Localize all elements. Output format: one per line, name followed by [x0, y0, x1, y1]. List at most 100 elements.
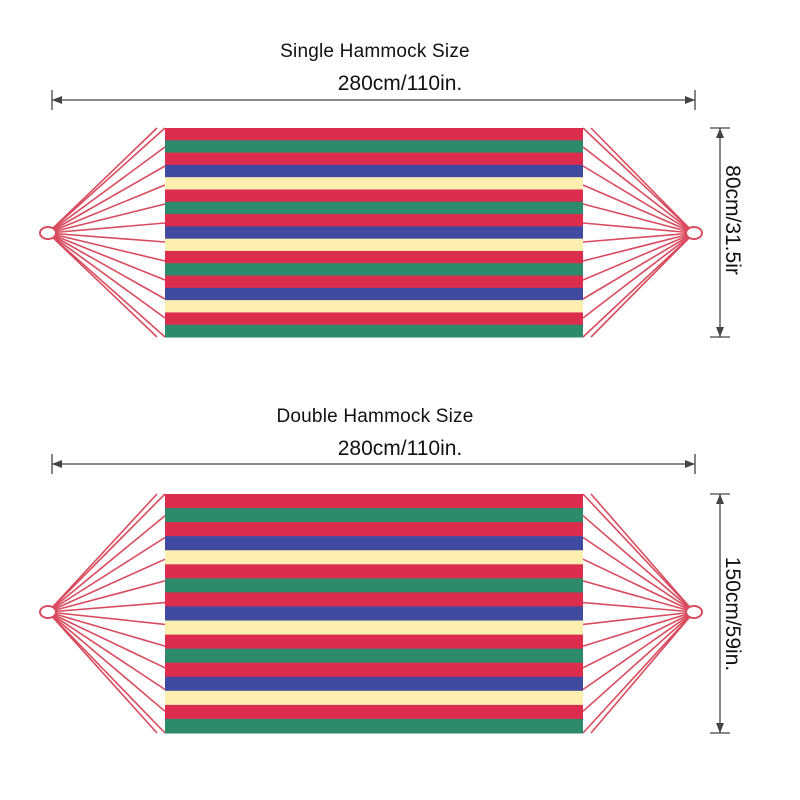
- fabric-stripe-red: [165, 189, 583, 203]
- rope-right: [590, 232, 695, 338]
- fabric-stripe-red: [165, 522, 583, 537]
- rope-right: [582, 203, 695, 234]
- rope-right: [582, 611, 695, 647]
- rope-right: [582, 611, 695, 734]
- single-right-ropes: [582, 127, 695, 338]
- rope-left: [47, 165, 166, 234]
- rope-right: [582, 127, 695, 234]
- rope-left: [47, 232, 166, 243]
- fabric-stripe-red: [165, 152, 583, 166]
- single-hammock-diagram: Single Hammock Size 280cm/110in. 80cm/31…: [0, 0, 800, 380]
- rope-left: [47, 232, 166, 338]
- rope-right: [590, 493, 695, 613]
- fabric-stripe-blue: [165, 536, 583, 551]
- rope-left: [47, 127, 158, 234]
- rope-left: [47, 127, 166, 234]
- single-width-dimension: [710, 127, 730, 338]
- single-left-ring: [39, 226, 57, 240]
- rope-right: [582, 232, 695, 262]
- rope-left: [47, 558, 166, 613]
- single-length-dimension: [51, 90, 696, 110]
- double-length-label: 280cm/110in.: [337, 437, 463, 460]
- single-hammock-title: Single Hammock Size: [280, 41, 470, 62]
- single-length-label: 280cm/110in.: [337, 72, 463, 95]
- rope-right: [582, 611, 695, 691]
- fabric-stripe-blue: [165, 226, 583, 240]
- rope-left: [47, 611, 166, 626]
- single-hammock-drawing: [39, 90, 730, 338]
- rope-right: [582, 611, 695, 669]
- fabric-stripe-cream: [165, 177, 583, 190]
- double-hammock-title: Double Hammock Size: [276, 406, 474, 427]
- fabric-stripe-red: [165, 128, 583, 141]
- fabric-stripe-cream: [165, 550, 583, 565]
- double-length-dimension: [51, 454, 696, 474]
- rope-right: [582, 558, 695, 613]
- fabric-stripe-blue: [165, 287, 583, 301]
- fabric-stripe-green: [165, 324, 583, 338]
- double-right-ropes: [582, 493, 695, 734]
- fabric-stripe-red: [165, 662, 583, 678]
- fabric-stripe-cream: [165, 300, 583, 313]
- double-hammock-drawing: [39, 454, 730, 734]
- rope-left: [47, 611, 166, 734]
- fabric-stripe-green: [165, 140, 583, 154]
- fabric-stripe-cream: [165, 620, 583, 636]
- double-hammock-fabric: [165, 494, 583, 734]
- fabric-stripe-green: [165, 508, 583, 523]
- rope-right: [582, 232, 695, 319]
- fabric-stripe-red: [165, 275, 583, 289]
- rope-right: [582, 184, 695, 234]
- rope-right: [590, 127, 695, 234]
- fabric-stripe-red: [165, 494, 583, 509]
- rope-left: [47, 611, 166, 647]
- rope-left: [47, 611, 158, 734]
- double-left-ropes: [47, 493, 166, 734]
- rope-left: [47, 184, 166, 234]
- rope-left: [47, 611, 166, 669]
- rope-left: [47, 146, 166, 234]
- fabric-stripe-red: [165, 312, 583, 326]
- rope-left: [47, 222, 166, 234]
- rope-left: [47, 611, 166, 691]
- fabric-stripe-green: [165, 201, 583, 215]
- fabric-stripe-green: [165, 648, 583, 664]
- rope-right: [582, 165, 695, 234]
- rope-right: [582, 232, 695, 338]
- rope-right: [582, 146, 695, 234]
- rope-left: [47, 232, 166, 262]
- rope-right: [582, 601, 695, 613]
- rope-left: [47, 232, 166, 319]
- single-left-ropes: [47, 127, 166, 338]
- rope-right: [582, 536, 695, 613]
- fabric-stripe-red: [165, 704, 583, 720]
- double-hammock-diagram: Double Hammock Size 280cm/110in. 150cm/5…: [0, 370, 800, 750]
- rope-right: [582, 222, 695, 234]
- fabric-stripe-green: [165, 718, 583, 734]
- rope-left: [47, 536, 166, 613]
- rope-left: [47, 203, 166, 234]
- fabric-stripe-red: [165, 564, 583, 579]
- rope-right: [582, 232, 695, 300]
- single-hammock-fabric: [165, 128, 583, 338]
- fabric-stripe-green: [165, 263, 583, 277]
- rope-right: [582, 232, 695, 243]
- fabric-stripe-cream: [165, 238, 583, 252]
- fabric-stripe-red: [165, 634, 583, 650]
- rope-left: [47, 493, 158, 613]
- fabric-stripe-blue: [165, 676, 583, 692]
- double-width-dimension: [710, 493, 730, 734]
- fabric-stripe-red: [165, 592, 583, 607]
- rope-right: [590, 611, 695, 734]
- rope-right: [582, 515, 695, 613]
- double-right-ring: [685, 605, 703, 619]
- fabric-stripe-red: [165, 214, 583, 227]
- fabric-stripe-red: [165, 250, 583, 264]
- rope-right: [582, 232, 695, 281]
- rope-left: [47, 611, 166, 712]
- rope-left: [47, 232, 166, 281]
- rope-right: [582, 611, 695, 712]
- fabric-stripe-blue: [165, 606, 583, 622]
- rope-left: [47, 515, 166, 613]
- rope-left: [47, 232, 158, 338]
